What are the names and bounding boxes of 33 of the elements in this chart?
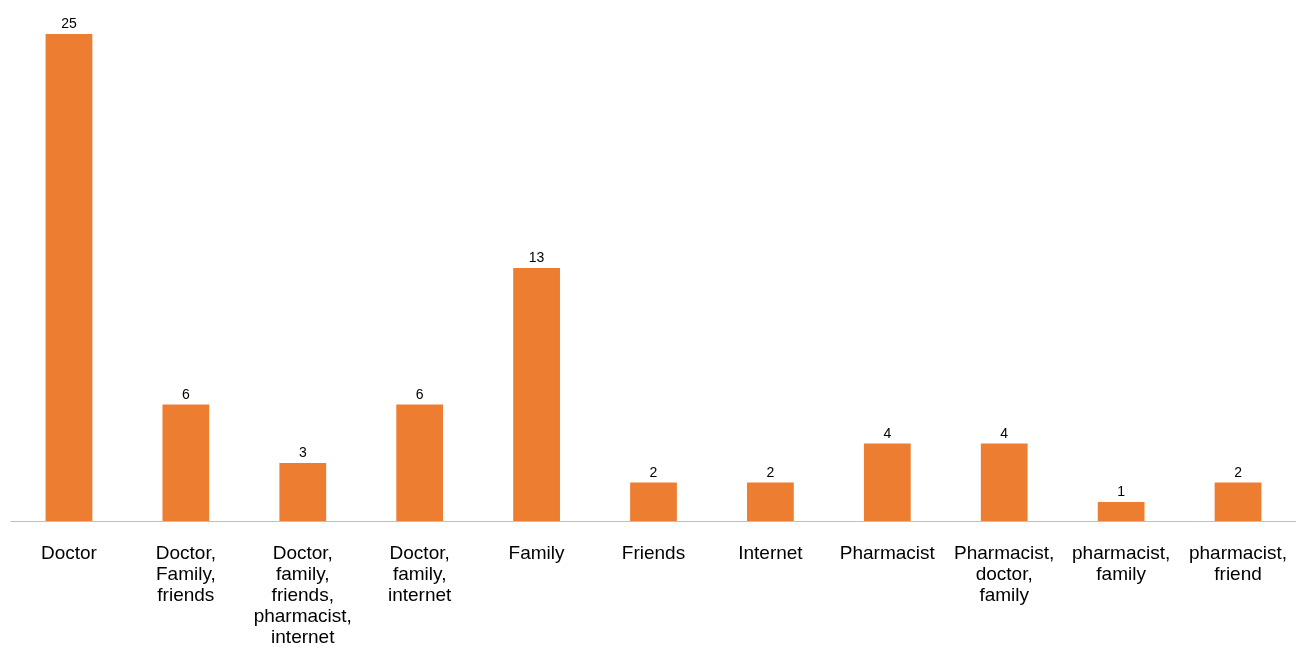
data-label: 3	[298, 444, 307, 460]
data-label: 2	[649, 463, 658, 480]
bar	[630, 482, 677, 522]
data-label: 13	[528, 249, 545, 265]
x-tick-label: pharmacist, family	[1072, 541, 1171, 584]
x-tick-label: Pharmacist, doctor, family	[954, 541, 1055, 605]
bar	[1214, 482, 1262, 522]
x-tick-label: Doctor, family, friends, pharmacist, internet	[253, 541, 352, 647]
bar	[279, 463, 327, 522]
x-tick-label: Pharmacist	[839, 541, 936, 563]
data-label: 2	[1234, 463, 1243, 480]
data-label: 4	[1000, 424, 1009, 441]
x-tick-label: pharmacist, friend	[1188, 541, 1288, 584]
x-tick-label: Doctor, Family, friends	[155, 541, 216, 605]
data-label: 4	[883, 424, 892, 441]
bar	[1097, 502, 1145, 522]
data-label: 2	[766, 463, 775, 480]
bar	[162, 404, 210, 522]
x-tick-label: Internet	[738, 541, 804, 563]
bar	[45, 34, 93, 522]
data-label: 25	[61, 15, 77, 31]
x-tick-label: Doctor, family, internet	[388, 541, 453, 605]
data-label: 6	[415, 385, 424, 402]
bar	[513, 268, 560, 522]
bar	[863, 443, 911, 522]
x-tick-label: Friends	[621, 541, 686, 563]
bar	[747, 482, 794, 522]
data-label: 1	[1117, 483, 1126, 499]
bar	[396, 404, 444, 522]
x-tick-label: Family	[508, 541, 566, 563]
x-tick-label: Doctor	[40, 541, 98, 563]
bar	[980, 443, 1028, 522]
data-label: 6	[181, 385, 190, 402]
